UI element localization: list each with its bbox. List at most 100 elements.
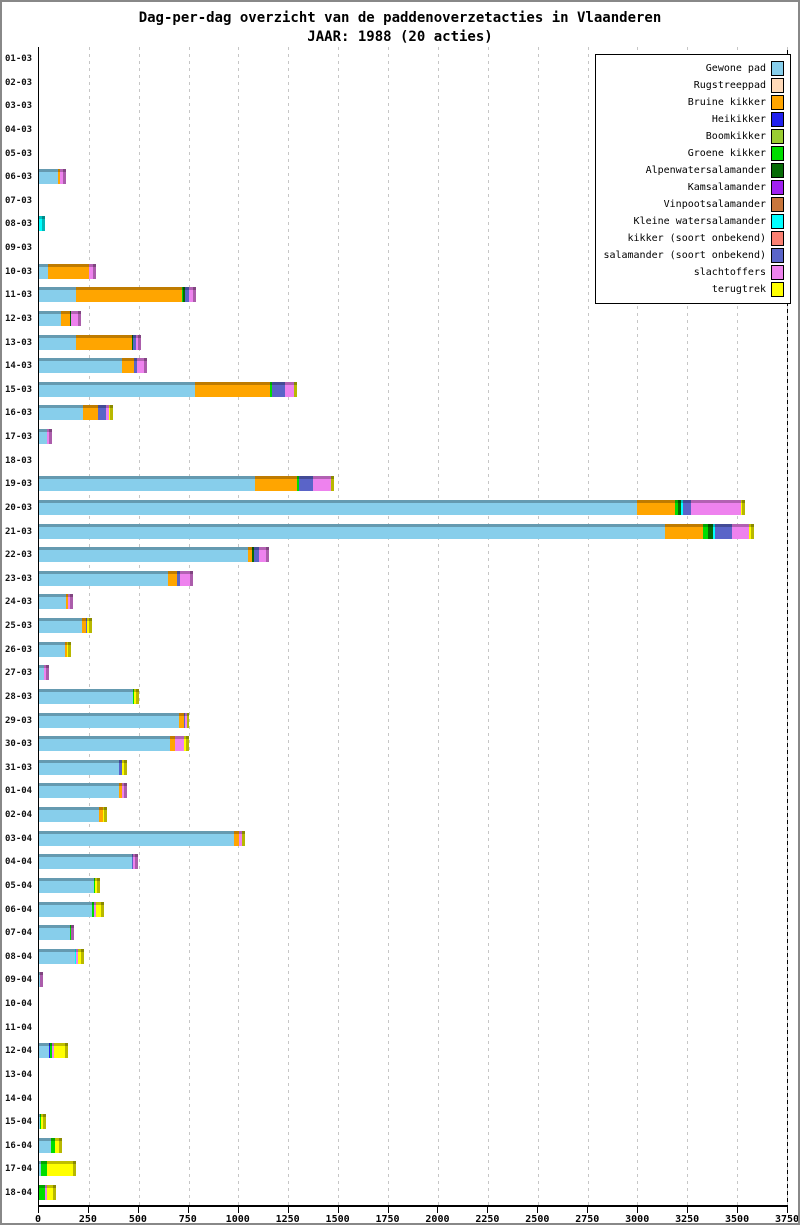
stacked-bar xyxy=(39,712,190,728)
bar-segment xyxy=(39,334,76,350)
x-axis-tick-label: 3250 xyxy=(675,1214,700,1225)
bar-segment xyxy=(39,216,45,232)
y-axis-label: 22-03 xyxy=(5,550,33,561)
stacked-bar xyxy=(39,807,107,822)
bar-segment xyxy=(252,547,255,563)
bar-row: 09-03 xyxy=(5,236,787,260)
legend-label: Vinpootsalamander xyxy=(663,199,766,210)
y-axis-label: 20-03 xyxy=(5,502,33,513)
y-axis-label: 07-03 xyxy=(5,195,33,206)
stacked-bar xyxy=(39,287,196,303)
y-axis-label: 02-04 xyxy=(5,810,33,820)
legend-label: Groene kikker xyxy=(687,148,766,159)
bar-segment xyxy=(71,925,74,941)
bar-segment xyxy=(39,381,195,397)
gridline xyxy=(338,47,340,1205)
bar-segment xyxy=(66,641,71,657)
x-axis-tick-label: 750 xyxy=(178,1214,197,1225)
gridline xyxy=(388,47,390,1205)
bar-segment xyxy=(731,523,749,539)
y-axis-label: 28-03 xyxy=(5,691,33,702)
legend-swatch xyxy=(771,282,784,297)
bar-segment xyxy=(119,783,122,799)
bar-segment xyxy=(132,688,135,704)
bar-segment xyxy=(97,405,107,421)
bar-segment xyxy=(708,523,714,539)
stacked-bar xyxy=(39,1137,63,1153)
bar-row: 01-04 xyxy=(5,779,787,803)
bar-segment xyxy=(39,429,47,444)
bar-row: 12-03 xyxy=(5,307,787,331)
bar-segment xyxy=(46,429,53,444)
legend-label: slachtoffers xyxy=(693,267,766,278)
bar-segment xyxy=(133,358,138,374)
bar-segment xyxy=(88,263,96,279)
y-axis-label: 09-03 xyxy=(5,243,33,253)
bar-segment xyxy=(39,925,70,941)
bar-row: 12-04 xyxy=(5,1039,787,1063)
bar-row: 30-03 xyxy=(5,732,787,756)
legend-label: kikker (soort onbekend) xyxy=(627,233,766,244)
stacked-bar xyxy=(39,263,96,279)
y-axis-label: 05-04 xyxy=(5,880,33,891)
bar-segment xyxy=(41,1161,47,1177)
bar-segment xyxy=(39,854,132,870)
bar-row: 18-03 xyxy=(5,449,787,473)
legend-label: Kleine watersalamander xyxy=(633,216,766,227)
stacked-bar xyxy=(39,925,74,941)
stacked-bar xyxy=(39,310,82,326)
legend-swatch xyxy=(771,129,784,144)
bar-segment xyxy=(39,263,48,279)
legend-swatch xyxy=(771,78,784,93)
bar-segment xyxy=(94,901,96,917)
bar-row: 26-03 xyxy=(5,638,787,662)
bar-segment xyxy=(39,287,76,303)
bar-segment xyxy=(39,169,58,185)
stacked-bar xyxy=(39,405,113,421)
bar-segment xyxy=(294,381,298,397)
bar-segment xyxy=(186,712,190,728)
bar-segment xyxy=(46,1161,76,1177)
legend-item: Rugstreeppad xyxy=(596,77,790,94)
bar-row: 29-03 xyxy=(5,709,787,733)
y-axis-label: 04-03 xyxy=(5,124,33,135)
y-axis-label: 03-04 xyxy=(5,833,33,844)
legend-swatch xyxy=(771,265,784,280)
legend-label: Boomkikker xyxy=(705,131,766,142)
bar-segment xyxy=(690,499,741,515)
bar-segment xyxy=(39,594,66,610)
bar-segment xyxy=(748,523,754,539)
y-axis-label: 12-03 xyxy=(5,313,33,324)
legend-swatch xyxy=(771,95,784,110)
bar-segment xyxy=(682,499,691,515)
bar-row: 10-03 xyxy=(5,260,787,284)
stacked-bar xyxy=(39,523,754,539)
bar-segment xyxy=(131,334,134,350)
bar-segment xyxy=(637,499,676,515)
bar-segment xyxy=(54,1137,63,1153)
bar-segment xyxy=(170,736,176,752)
x-axis-tick-label: 0 xyxy=(34,1214,42,1225)
gridline xyxy=(737,47,739,1205)
gridline xyxy=(787,47,788,1205)
y-axis-label: 13-04 xyxy=(5,1069,33,1080)
y-axis-label: 08-04 xyxy=(5,951,33,962)
bar-segment xyxy=(175,736,184,752)
bar-segment xyxy=(285,381,295,397)
bar-segment xyxy=(71,310,82,326)
bar-segment xyxy=(39,310,61,326)
x-axis-tick xyxy=(237,1207,239,1213)
bar-row: 13-04 xyxy=(5,1063,787,1087)
x-axis-tick-label: 2000 xyxy=(425,1214,450,1225)
x-axis-tick-label: 1500 xyxy=(325,1214,350,1225)
stacked-bar xyxy=(39,665,49,681)
bar-segment xyxy=(53,1043,69,1059)
bar-segment xyxy=(234,830,240,846)
bar-segment xyxy=(39,972,43,988)
bar-row: 14-03 xyxy=(5,354,787,378)
legend-label: Rugstreeppad xyxy=(693,80,766,91)
bar-row: 19-03 xyxy=(5,472,787,496)
x-axis-tick-label: 1000 xyxy=(225,1214,250,1225)
bar-segment xyxy=(183,736,189,752)
bar-segment xyxy=(678,499,682,515)
